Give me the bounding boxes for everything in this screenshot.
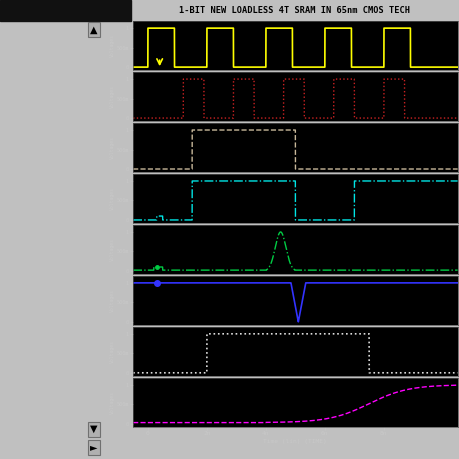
Text: ▲: ▲ — [90, 25, 98, 35]
Bar — [0, 0, 131, 21]
Y-axis label: Voltages: Voltages — [110, 136, 115, 159]
Y-axis label: Voltages: Voltages — [110, 238, 115, 261]
Text: 1-BIT NEW LOADLESS 4T SRAM IN 65nm CMOS TECH: 1-BIT NEW LOADLESS 4T SRAM IN 65nm CMOS … — [179, 6, 410, 15]
Text: ►: ► — [90, 442, 98, 453]
Y-axis label: Voltages: Voltages — [110, 85, 115, 108]
Text: ▼: ▼ — [90, 424, 98, 434]
Y-axis label: Voltages: Voltages — [110, 391, 115, 414]
Y-axis label: Voltages: Voltages — [110, 340, 115, 363]
X-axis label: Time (lin) (TIME): Time (lin) (TIME) — [263, 439, 327, 444]
Y-axis label: Voltages: Voltages — [110, 289, 115, 312]
Y-axis label: Voltages: Voltages — [110, 187, 115, 210]
Y-axis label: Voltages: Voltages — [110, 34, 115, 57]
